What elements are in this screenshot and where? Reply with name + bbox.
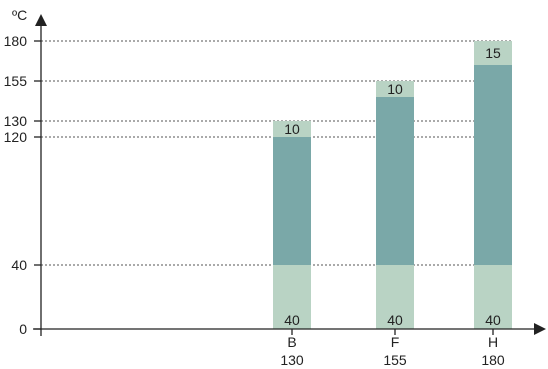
y-tick-label: 120 — [4, 129, 28, 145]
bar-segment-label: 40 — [284, 312, 300, 328]
bar-segment-label: 10 — [284, 121, 300, 137]
bar-segment — [376, 97, 414, 265]
category-sublabel: 180 — [481, 352, 505, 368]
x-axis-arrow — [534, 323, 546, 335]
y-axis: ºC — [12, 7, 47, 336]
category-sublabel: 155 — [383, 352, 407, 368]
bar-segment — [474, 65, 512, 265]
bar-segment-label: 15 — [485, 45, 501, 61]
bar-segment — [273, 265, 311, 329]
bars: 40 10 40 10 40 15 — [273, 41, 512, 329]
y-tick-label: 155 — [4, 73, 28, 89]
category-labels: B 130 F 155 H 180 — [280, 329, 505, 368]
y-tick-label: 0 — [19, 321, 27, 337]
y-tick-label: 130 — [4, 113, 28, 129]
category-label: H — [488, 334, 498, 350]
y-tick-label: 180 — [4, 33, 28, 49]
bar-segment-label: 40 — [387, 312, 403, 328]
y-tick-label: 40 — [11, 257, 27, 273]
category-sublabel: 130 — [280, 352, 304, 368]
bar-segment — [273, 137, 311, 265]
bar-segment — [376, 265, 414, 329]
x-axis — [33, 323, 546, 335]
bar-segment — [474, 265, 512, 329]
bar-segment-label: 10 — [387, 81, 403, 97]
category-label: F — [391, 334, 400, 350]
bar-segment — [376, 81, 414, 97]
y-axis-unit: ºC — [12, 7, 27, 23]
category-label: B — [287, 334, 296, 350]
bar-segment — [474, 41, 512, 65]
bar-segment — [273, 121, 311, 137]
y-axis-arrow — [35, 14, 47, 26]
bar-segment-label: 40 — [485, 312, 501, 328]
